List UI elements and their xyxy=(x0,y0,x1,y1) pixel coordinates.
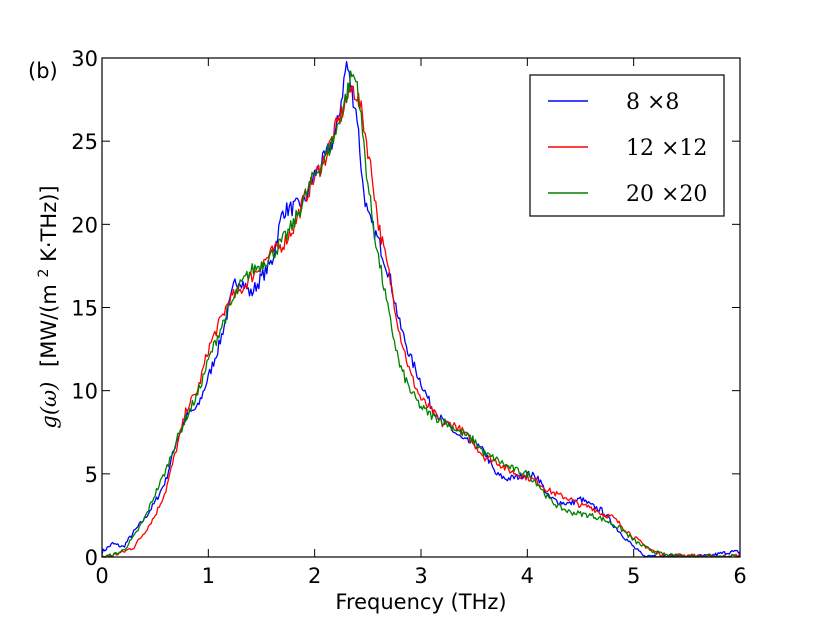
y-tick-label: 5 xyxy=(85,463,98,487)
panel-label: (b) xyxy=(28,59,58,83)
legend-label-8x8: 8 ×8 xyxy=(626,90,679,115)
series-line-20-20 xyxy=(101,70,741,558)
legend-label-12x12: 12 ×12 xyxy=(626,136,707,161)
plot-frame xyxy=(101,57,741,558)
x-tick-label: 0 xyxy=(95,564,108,588)
y-tick-label: 10 xyxy=(71,380,98,404)
x-tick-label: 4 xyxy=(521,564,534,588)
x-tick-label: 6 xyxy=(733,564,746,588)
series-line-12-12 xyxy=(101,83,741,558)
x-axis-label: Frequency (THz) xyxy=(335,590,506,614)
y-tick-label: 15 xyxy=(71,297,98,321)
y-axis-units-sup: 2 xyxy=(36,269,52,278)
legend: 8 ×8 12 ×12 20 ×20 xyxy=(529,74,725,217)
x-tick-label: 2 xyxy=(308,564,321,588)
y-tick-label: 0 xyxy=(85,546,98,570)
legend-label-20x20: 20 ×20 xyxy=(626,182,707,207)
y-axis-units-close: K·THz)] xyxy=(37,185,61,261)
y-axis-label: g(ω) [MW/(m 2 K·THz)] xyxy=(29,185,61,428)
x-tick-label: 5 xyxy=(627,564,640,588)
series-line-8-8 xyxy=(101,61,741,558)
y-tick-label: 30 xyxy=(71,47,98,71)
y-tick-label: 25 xyxy=(71,130,98,154)
y-tick-label: 20 xyxy=(71,213,98,237)
x-tick-label: 1 xyxy=(202,564,215,588)
x-tick-label: 3 xyxy=(414,564,427,588)
ticks-layer: 0 1 2 3 4 5 6 0 5 10 15 20 25 30 xyxy=(71,47,746,588)
y-axis-symbol: g(ω) xyxy=(37,382,61,429)
y-axis-units-open: [MW/(m xyxy=(37,284,61,367)
series-layer xyxy=(101,61,741,558)
